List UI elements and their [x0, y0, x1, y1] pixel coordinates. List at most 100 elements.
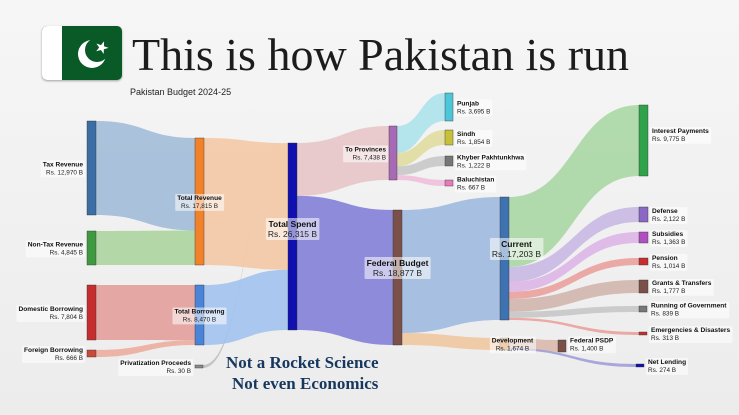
sankey-node-sindh	[444, 129, 454, 146]
sankey-label-subsidies-value: Rs. 1,363 B	[652, 239, 685, 246]
sankey-label-running-value: Rs. 839 B	[651, 310, 679, 317]
sankey-label-bg-grants	[650, 279, 714, 296]
sankey-node-baloch	[444, 179, 454, 187]
sankey-label-privat-value: Rs. 30 B	[166, 368, 191, 375]
sankey-node-subsidies	[638, 231, 649, 244]
sankey-node-emergencies	[638, 331, 648, 336]
sankey-label-bg-emergencies	[649, 326, 733, 343]
sankey-link-totborrow-to-totspend	[204, 269, 288, 345]
tagline-line-1: Not a Rocket Science	[226, 353, 379, 372]
sankey-label-bg-punjab	[455, 99, 493, 117]
sankey-label-emergencies-name: Emergencies & Disasters	[651, 327, 730, 334]
sankey-label-bg-tax	[40, 160, 86, 178]
sankey-link-provinces-to-punjab	[397, 93, 445, 153]
sankey-label-kp-value: Rs. 1,222 B	[457, 162, 490, 169]
sankey-label-bg-current	[489, 238, 544, 260]
sankey-label-bg-forborrow	[22, 346, 85, 363]
sankey-label-bg-privat	[118, 359, 194, 376]
sankey-link-nontax-to-totrev	[96, 230, 195, 265]
sankey-label-psdp-name: Federal PSDP	[570, 338, 614, 345]
sankey-links	[96, 93, 639, 368]
sankey-label-bg-defense	[650, 207, 688, 224]
sankey-node-netlend	[635, 363, 645, 368]
sankey-node-psdp	[557, 339, 567, 353]
sankey-node-nontax	[86, 230, 97, 266]
sankey-node-punjab	[444, 92, 454, 122]
sankey-link-current-to-grants	[509, 280, 639, 312]
sankey-node-grants	[638, 279, 649, 294]
sankey-label-tax-name: Tax Revenue	[43, 162, 84, 169]
sankey-label-pension-name: Pension	[652, 255, 678, 262]
sankey-label-totspend-name: Total Spend	[268, 219, 316, 229]
sankey-label-netlend-name: Net Lending	[648, 359, 686, 366]
sankey-label-sindh-value: Rs. 1,854 B	[457, 139, 490, 146]
sankey-label-provinces-value: Rs. 7,438 B	[353, 154, 386, 161]
sankey-link-provinces-to-baloch	[397, 175, 445, 186]
sankey-label-tax-value: Rs. 12,970 B	[46, 169, 83, 176]
sankey-link-federal-to-development	[402, 333, 500, 350]
sankey-label-development-name: Development	[492, 338, 534, 345]
sankey-label-totborrow-name: Total Borrowing	[174, 309, 224, 316]
sankey-label-forborrow-name: Foreign Borrowing	[24, 347, 83, 354]
sankey-label-bg-psdp	[568, 336, 616, 354]
crescent-star-icon	[78, 38, 109, 68]
sankey-label-bg-nontax	[25, 240, 86, 258]
page-title: This is how Pakistan is run	[132, 29, 630, 80]
sankey-label-sindh-name: Sindh	[457, 131, 475, 138]
sankey-link-totspend-to-federal	[297, 195, 393, 345]
sankey-label-bg-netlend	[646, 358, 689, 375]
sankey-link-current-to-defense	[509, 207, 639, 283]
sankey-label-baloch-value: Rs. 667 B	[457, 184, 485, 191]
sankey-label-defense-value: Rs. 2,122 B	[652, 216, 685, 223]
sankey-label-bg-totrev	[175, 194, 225, 211]
sankey-node-domborrow	[86, 284, 97, 341]
sankey-link-development-to-netlend	[509, 348, 636, 367]
sankey-label-federal-name: Federal Budget	[367, 258, 429, 268]
tagline-line-2: Not even Economics	[232, 374, 379, 393]
sankey-link-domborrow-to-totborrow	[96, 285, 195, 341]
sankey-node-defense	[638, 206, 649, 223]
tagline: Not a Rocket Science Not even Economics	[226, 352, 379, 394]
sankey-label-psdp-value: Rs. 1,400 B	[570, 345, 603, 352]
sankey-label-pension-value: Rs. 1,014 B	[652, 263, 685, 270]
sankey-label-bg-domborrow	[16, 305, 85, 322]
sankey-label-bg-kp	[455, 153, 527, 171]
sankey-label-domborrow-value: Rs. 7,804 B	[50, 314, 83, 321]
sankey-label-bg-subsidies	[650, 230, 688, 247]
sankey-link-provinces-to-kp	[397, 156, 445, 176]
sankey-label-subsidies-name: Subsidies	[652, 231, 683, 238]
sankey-label-kp-name: Khyber Pakhtunkhwa	[457, 155, 524, 162]
sankey-label-domborrow-name: Domestic Borrowing	[19, 306, 83, 313]
sankey-label-netlend-value: Rs. 274 B	[648, 367, 676, 374]
sankey-label-punjab-value: Rs. 3,695 B	[457, 108, 490, 115]
sankey-label-interest-name: Interest Payments	[652, 128, 709, 135]
sankey-label-grants-value: Rs. 1,777 B	[652, 288, 685, 295]
page-subtitle: Pakistan Budget 2024-25	[130, 87, 232, 97]
sankey-label-current-value: Rs. 17,203 B	[492, 249, 541, 259]
flag-white-band	[42, 26, 62, 80]
sankey-label-bg-baloch	[455, 175, 497, 193]
sankey-link-current-to-emergencies	[509, 317, 639, 335]
sankey-label-nontax-name: Non-Tax Revenue	[28, 242, 84, 249]
sankey-node-forborrow	[86, 349, 97, 358]
sankey-label-totrev-name: Total Revenue	[177, 195, 222, 202]
sankey-label-totrev-value: Rs. 17,815 B	[181, 203, 218, 210]
sankey-node-interest	[638, 104, 649, 177]
sankey-link-current-to-subsidies	[509, 232, 639, 292]
sankey-node-running	[638, 305, 648, 313]
sankey-link-provinces-to-sindh	[397, 130, 445, 167]
sankey-label-current-name: Current	[501, 239, 532, 249]
sankey-label-nontax-value: Rs. 4,845 B	[50, 249, 83, 256]
sankey-label-running-name: Running of Government	[651, 303, 727, 310]
sankey-node-pension	[638, 257, 649, 266]
sankey-label-interest-value: Rs. 9,775 B	[652, 136, 685, 143]
sankey-label-punjab-name: Punjab	[457, 101, 479, 108]
sankey-label-bg-running	[649, 301, 730, 319]
sankey-label-totborrow-value: Rs. 8,470 B	[183, 316, 216, 323]
sankey-label-totspend-value: Rs. 26,315 B	[268, 229, 317, 239]
sankey-label-bg-totspend	[265, 218, 320, 240]
sankey-node-kp	[444, 155, 454, 167]
sankey-label-federal-value: Rs. 18,877 B	[373, 268, 422, 278]
